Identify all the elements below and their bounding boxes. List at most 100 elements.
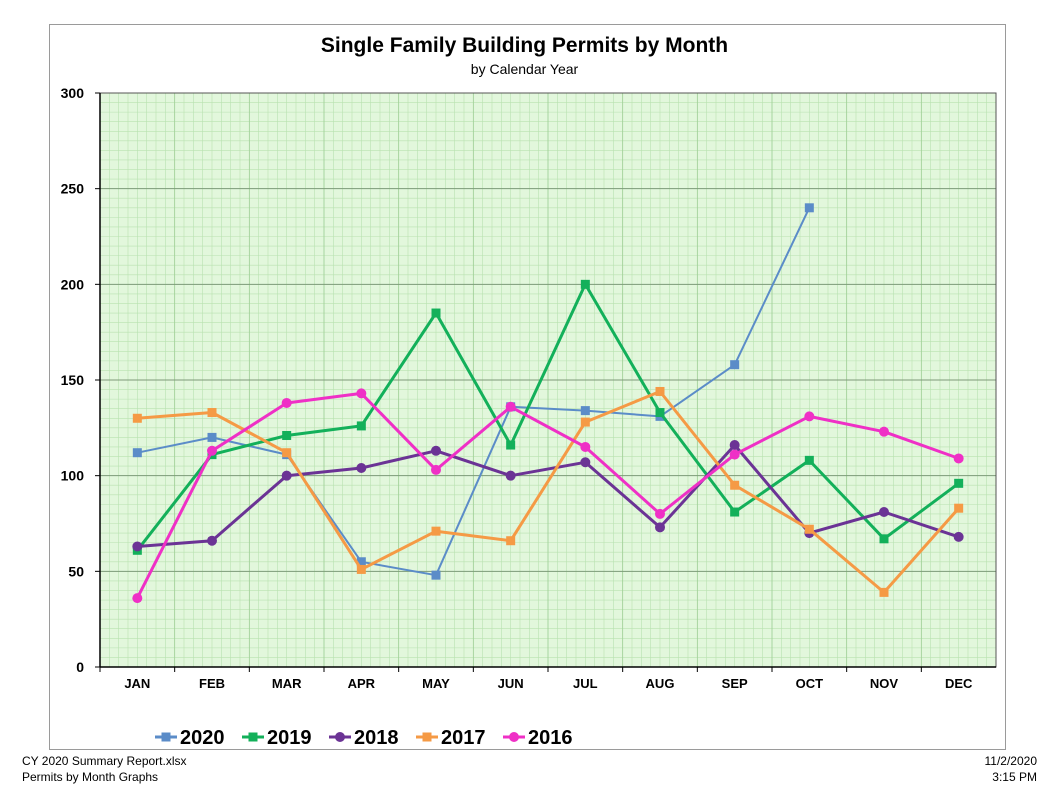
x-tick-label: AUG bbox=[646, 676, 675, 691]
data-point-2019-jun bbox=[506, 440, 516, 450]
data-point-2017-nov bbox=[879, 587, 889, 597]
data-point-2019-sep bbox=[730, 507, 740, 517]
legend-swatch-marker bbox=[335, 732, 345, 742]
legend-item-2018: 2018 bbox=[329, 727, 399, 749]
y-tick-label: 250 bbox=[61, 181, 85, 197]
series-2016 bbox=[132, 388, 964, 604]
data-point-2020-jan bbox=[132, 448, 142, 458]
legend-item-2019: 2019 bbox=[242, 727, 312, 749]
legend-swatch-marker bbox=[161, 732, 171, 742]
y-tick-label: 300 bbox=[61, 85, 85, 101]
data-point-2016-may bbox=[431, 464, 441, 475]
data-point-2017-sep bbox=[730, 480, 740, 490]
data-point-2016-jan bbox=[132, 593, 143, 604]
footer-date: 11/2/2020 bbox=[984, 754, 1038, 768]
legend-item-2020: 2020 bbox=[155, 727, 225, 749]
data-point-2018-nov bbox=[879, 507, 889, 518]
data-point-2016-apr bbox=[356, 388, 367, 399]
data-point-2019-jul bbox=[580, 279, 590, 289]
data-point-2020-sep bbox=[730, 360, 740, 370]
data-point-2017-jan bbox=[132, 413, 142, 423]
data-point-2017-may bbox=[431, 526, 441, 536]
x-tick-label: JUN bbox=[498, 676, 524, 691]
data-point-2019-nov bbox=[879, 534, 889, 544]
y-tick-label: 150 bbox=[61, 372, 85, 388]
data-point-2017-aug bbox=[655, 386, 665, 396]
data-point-2018-may bbox=[431, 445, 441, 456]
x-tick-label: DEC bbox=[945, 676, 973, 691]
data-point-2018-aug bbox=[655, 522, 665, 533]
footer-right: 11/2/2020 3:15 PM bbox=[985, 753, 1038, 785]
x-tick-label: MAY bbox=[422, 676, 450, 691]
y-tick-label: 100 bbox=[61, 468, 85, 484]
data-point-2019-aug bbox=[655, 408, 665, 418]
data-point-2018-dec bbox=[953, 531, 964, 542]
legend-swatch-marker bbox=[509, 732, 519, 742]
data-point-2019-oct bbox=[804, 455, 814, 465]
footer-time: 3:15 PM bbox=[992, 770, 1037, 784]
series-line-2018 bbox=[137, 443, 960, 548]
data-point-2018-feb bbox=[207, 535, 217, 546]
data-point-2017-dec bbox=[954, 503, 964, 513]
legend-item-2016: 2016 bbox=[503, 727, 573, 749]
data-point-2016-aug bbox=[655, 508, 665, 519]
x-tick-label: FEB bbox=[199, 676, 225, 691]
data-point-2018-mar bbox=[281, 470, 292, 481]
legend-item-2017: 2017 bbox=[416, 727, 486, 749]
footer-sheet-name: Permits by Month Graphs bbox=[22, 770, 159, 784]
legend-label: 2016 bbox=[528, 727, 573, 749]
chart-title: Single Family Building Permits by Month bbox=[320, 34, 729, 57]
data-point-2019-dec bbox=[954, 478, 964, 488]
data-point-2018-jun bbox=[505, 470, 516, 481]
data-point-2016-oct bbox=[804, 411, 815, 422]
footer-left: CY 2020 Summary Report.xlsx Permits by M… bbox=[22, 753, 187, 785]
data-point-2019-apr bbox=[356, 421, 366, 431]
y-tick-label: 200 bbox=[61, 276, 85, 292]
data-point-2016-mar bbox=[281, 397, 292, 408]
legend-label: 2018 bbox=[354, 727, 399, 749]
x-tick-label: SEP bbox=[722, 676, 748, 691]
legend-swatch-marker bbox=[248, 732, 258, 742]
data-point-2017-feb bbox=[207, 408, 217, 418]
data-point-2017-oct bbox=[804, 524, 814, 534]
grid bbox=[99, 92, 997, 668]
x-tick-label: APR bbox=[348, 676, 376, 691]
legend-label: 2019 bbox=[267, 727, 312, 749]
data-point-2017-jul bbox=[580, 417, 590, 427]
legend-swatch-marker bbox=[422, 732, 432, 742]
data-point-2020-may bbox=[431, 570, 441, 580]
data-point-2016-nov bbox=[879, 426, 889, 437]
data-point-2017-apr bbox=[356, 564, 366, 574]
data-point-2020-apr bbox=[356, 557, 366, 567]
series-line-2017 bbox=[137, 390, 960, 594]
data-point-2020-oct bbox=[804, 203, 814, 213]
y-tick-label: 0 bbox=[76, 659, 84, 675]
x-tick-label: NOV bbox=[870, 676, 899, 691]
x-tick-label: JAN bbox=[124, 676, 150, 691]
data-point-2019-may bbox=[431, 308, 441, 318]
series-line-2016 bbox=[135, 391, 960, 599]
series-2017 bbox=[132, 386, 964, 597]
data-point-2020-feb bbox=[207, 432, 217, 442]
data-point-2019-mar bbox=[282, 430, 292, 440]
x-tick-label: JUL bbox=[573, 676, 598, 691]
data-point-2016-sep bbox=[729, 449, 740, 460]
data-point-2018-apr bbox=[356, 463, 367, 474]
legend-label: 2017 bbox=[441, 727, 486, 749]
y-tick-label: 50 bbox=[68, 563, 84, 579]
data-point-2016-jun bbox=[505, 401, 516, 412]
data-point-2016-feb bbox=[207, 445, 217, 456]
data-point-2018-jan bbox=[132, 541, 143, 552]
x-tick-label: OCT bbox=[796, 676, 824, 691]
chart-subtitle: by Calendar Year bbox=[470, 61, 579, 77]
data-point-2020-jul bbox=[580, 406, 590, 416]
data-point-2017-mar bbox=[282, 448, 292, 458]
x-tick-label: MAR bbox=[272, 676, 302, 691]
legend: 2020 2019 2018 2017 2016 bbox=[155, 727, 573, 749]
data-point-2016-jul bbox=[580, 441, 591, 452]
data-point-2016-dec bbox=[953, 453, 964, 464]
data-point-2018-sep bbox=[729, 440, 740, 451]
series-line-2019 bbox=[136, 282, 960, 552]
data-point-2017-jun bbox=[506, 536, 516, 546]
